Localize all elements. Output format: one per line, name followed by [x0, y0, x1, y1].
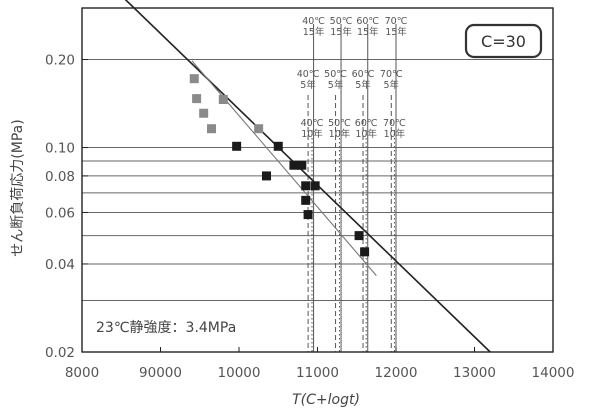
badge-text: C=30: [481, 32, 526, 51]
fit-line-secondary: [191, 60, 377, 276]
black-data-point: [297, 160, 307, 170]
y-axis-label: せん断負荷応力(MPa): [10, 119, 26, 256]
grey-data-point: [189, 74, 199, 84]
x-tick-label: 90000: [139, 365, 182, 381]
black-data-point: [261, 171, 271, 181]
reference-line-label: 50℃ 5年: [324, 69, 347, 91]
reference-lines: [307, 24, 397, 352]
x-tick-label: 14000: [532, 365, 575, 381]
x-tick-label: 11000: [296, 365, 339, 381]
black-data-point: [360, 247, 370, 257]
reference-line-label: 60℃ 10年: [355, 118, 378, 140]
x-tick-label: 12000: [375, 365, 418, 381]
y-tick-label: 0.20: [45, 53, 75, 69]
reference-line-label: 40℃ 10年: [301, 118, 324, 140]
black-data-point: [354, 231, 364, 241]
reference-line-label: 70℃ 5年: [380, 69, 403, 91]
badge-frame: [464, 23, 543, 59]
reference-line-label: 40℃ 15年: [302, 16, 325, 38]
y-tick-label: 0.04: [45, 257, 75, 273]
data-points: [189, 74, 370, 257]
grid: [82, 59, 553, 301]
x-tick-label: 8000: [65, 365, 99, 381]
black-data-point: [289, 160, 299, 170]
grey-data-point: [207, 124, 217, 134]
fit-line-main: [124, 0, 491, 353]
x-tick-label: 10000: [218, 365, 261, 381]
y-tick-label: 0.10: [45, 141, 75, 157]
black-data-point: [310, 181, 320, 191]
grey-data-point: [199, 108, 209, 118]
grey-data-point: [192, 94, 202, 104]
black-data-point: [232, 141, 242, 151]
tick-labels: 8000 90000 10000 11000 12000 13000 14000 0.02 0.…: [45, 53, 575, 381]
reference-line-label: 70℃ 10年: [383, 118, 406, 140]
reference-line-label: 50℃ 15年: [330, 16, 353, 38]
grey-data-point: [218, 94, 228, 104]
y-tick-label: 0.08: [45, 169, 75, 185]
black-data-point: [273, 141, 283, 151]
y-tick-label: 0.02: [45, 345, 75, 361]
reference-line-label: 70℃ 15年: [385, 16, 408, 38]
x-tick-label: 13000: [453, 365, 496, 381]
static-strength-note: 23℃静強度：3.4MPa: [96, 320, 236, 336]
reference-line-label: 60℃ 5年: [352, 69, 375, 91]
reference-line-label: 40℃ 5年: [297, 69, 320, 91]
grey-data-point: [254, 124, 264, 134]
reference-line-label: 60℃ 15年: [356, 16, 379, 38]
x-axis-label: T(C+logt): [292, 392, 360, 408]
black-data-point: [301, 195, 311, 205]
y-tick-label: 0.06: [45, 205, 75, 221]
black-data-point: [303, 210, 313, 220]
black-data-point: [301, 181, 311, 191]
reference-line-label: 50℃ 10年: [328, 118, 351, 140]
badge: C=30: [464, 23, 543, 59]
